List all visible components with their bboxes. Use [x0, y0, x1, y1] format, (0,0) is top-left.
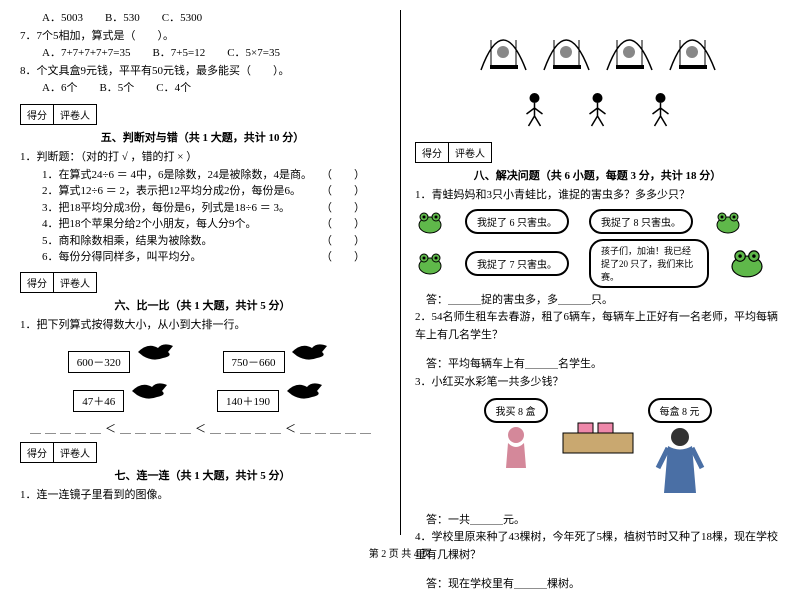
answer-3[interactable]: 答：一共＿＿＿元。: [415, 512, 780, 530]
seller-group: 每盒 8 元: [648, 398, 712, 506]
score-table-7: 得分 评卷人: [20, 442, 97, 463]
q8-options: A．6个 B．5个 C．4个: [20, 80, 385, 98]
q8-1: 1．青蛙妈妈和3只小青蛙比，谁捉的害虫多？多多少只？: [415, 187, 780, 205]
q8-3: 3．小红买水彩笔一共多少钱？: [415, 374, 780, 392]
grader-label: 评卷人: [54, 105, 96, 124]
bird-icon: [282, 377, 332, 405]
judge-4-text: 4．把18个苹果分给2个小朋友，每人分9个。: [20, 216, 257, 233]
bird-icon: [127, 377, 177, 405]
judge-6-text: 6．每份分得同样多，叫平均分。: [20, 249, 202, 266]
speech-bubble-3: 我捉了 7 只害虫。: [465, 251, 569, 276]
answer-2[interactable]: 答：平均每辆车上有＿＿＿名学生。: [415, 356, 780, 374]
judge-3-blank[interactable]: （ ）: [321, 200, 365, 217]
section-6-title: 六、比一比（共 1 大题，共计 5 分）: [20, 297, 385, 313]
judge-5-text: 5．商和除数相乘，结果为被除数。: [20, 233, 213, 250]
sec7-q: 1．连一连镜子里看到的图像。: [20, 487, 385, 505]
q8-text: 8．个文具盒9元钱，平平有50元钱，最多能买（ ）。: [20, 63, 385, 81]
right-column: 得分 评卷人 八、解决问题（共 6 小题，每题 3 分，共计 18 分） 1．青…: [415, 10, 780, 540]
score-table-8: 得分 评卷人: [415, 142, 492, 163]
counter-icon: [558, 398, 638, 458]
compare-blanks[interactable]: ＿＿＿＿＿＜＿＿＿＿＿＜＿＿＿＿＿＜＿＿＿＿＿: [20, 420, 385, 436]
frog-icon: [713, 209, 743, 235]
left-column: A．5003 B．530 C．5300 7．7个5相加，算式是（ ）。 A．7+…: [20, 10, 385, 540]
score-label: 得分: [21, 443, 54, 462]
shop-scene: 我买 8 盒 每盒 8 元: [415, 398, 780, 506]
judge-row-3: 3．把18平均分成3份，每份是6，列式是18÷6 ＝ 3。 （ ）: [20, 200, 385, 217]
bird-item-4: 140＋190: [217, 377, 332, 412]
section-8-title: 八、解决问题（共 6 小题，每题 3 分，共计 18 分）: [415, 167, 780, 183]
frog-icon: [415, 209, 445, 235]
grader-label: 评卷人: [54, 273, 96, 292]
calc-box-4: 140＋190: [217, 390, 279, 412]
judge-4-blank[interactable]: （ ）: [321, 216, 365, 233]
grader-label: 评卷人: [54, 443, 96, 462]
seller-bubble: 每盒 8 元: [648, 398, 712, 423]
swing-icon: [539, 10, 594, 80]
judge-1-text: 1．在算式24÷6 ＝ 4中，6是除数，24是被除数，4是商。: [20, 167, 312, 184]
child-icon: [633, 88, 688, 128]
score-label: 得分: [21, 105, 54, 124]
judge-5-blank[interactable]: （ ）: [321, 233, 365, 250]
calc-box-1: 600－320: [68, 351, 130, 373]
judge-intro: 1．判断题：（对的打 √ ，错的打 × ）: [20, 149, 385, 167]
speech-bubble-1: 我捉了 6 只害虫。: [465, 209, 569, 234]
calc-box-2: 750－660: [223, 351, 285, 373]
q6-options: A．5003 B．530 C．5300: [20, 10, 385, 28]
child-icon: [570, 88, 625, 128]
score-table-5: 得分 评卷人: [20, 104, 97, 125]
calc-box-3: 47＋46: [73, 390, 124, 412]
buyer-bubble: 我买 8 盒: [484, 398, 548, 423]
judge-row-2: 2．算式12÷6 ＝ 2，表示把12平均分成2份，每份是6。 （ ）: [20, 183, 385, 200]
judge-row-1: 1．在算式24÷6 ＝ 4中，6是除数，24是被除数，4是商。 （ ）: [20, 167, 385, 184]
judge-row-5: 5．商和除数相乘，结果为被除数。 （ ）: [20, 233, 385, 250]
swing-children-row: [415, 88, 780, 128]
score-table-6: 得分 评卷人: [20, 272, 97, 293]
answer-4[interactable]: 答：现在学校里有＿＿＿棵树。: [415, 576, 780, 594]
q8-2: 2．54名师生租车去春游，租了6辆车，每辆车上正好有一名老师，平均每辆车上有几名…: [415, 309, 780, 344]
bird-item-2: 750－660: [223, 338, 338, 373]
girl-icon: [496, 423, 536, 478]
judge-row-6: 6．每份分得同样多，叫平均分。 （ ）: [20, 249, 385, 266]
judge-2-blank[interactable]: （ ）: [321, 183, 365, 200]
section-5-title: 五、判断对与错（共 1 大题，共计 10 分）: [20, 129, 385, 145]
judge-2-text: 2．算式12÷6 ＝ 2，表示把12平均分成2份，每份是6。: [20, 183, 301, 200]
buyer-group: 我买 8 盒: [484, 398, 548, 481]
child-icon: [507, 88, 562, 128]
sec6-q: 1．把下列算式按得数大小，从小到大排一行。: [20, 317, 385, 335]
q7-text: 7．7个5相加，算式是（ ）。: [20, 28, 385, 46]
swing-mirror-image: [415, 10, 780, 80]
swing-icon: [476, 10, 531, 80]
speech-bubble-2: 我捉了 8 只害虫。: [589, 209, 693, 234]
frog-row-2: 我捉了 7 只害虫。 孩子们，加油！我已经捉了20 只了，我们来比赛。: [415, 239, 780, 288]
bird-icon: [133, 338, 183, 366]
score-label: 得分: [416, 143, 449, 162]
bird-row-1: 600－320 750－660: [20, 338, 385, 373]
frog-icon: [415, 250, 445, 276]
bird-row-2: 47＋46 140＋190: [20, 377, 385, 412]
bird-item-3: 47＋46: [73, 377, 177, 412]
judge-6-blank[interactable]: （ ）: [321, 249, 365, 266]
judge-row-4: 4．把18个苹果分给2个小朋友，每人分9个。 （ ）: [20, 216, 385, 233]
bird-icon: [287, 338, 337, 366]
grader-label: 评卷人: [449, 143, 491, 162]
column-divider: [400, 10, 401, 535]
judge-3-text: 3．把18平均分成3份，每份是6，列式是18÷6 ＝ 3。: [20, 200, 290, 217]
score-label: 得分: [21, 273, 54, 292]
bird-item-1: 600－320: [68, 338, 183, 373]
swing-icon: [602, 10, 657, 80]
judge-1-blank[interactable]: （ ）: [321, 167, 365, 184]
salesperson-icon: [650, 423, 710, 503]
page-footer: 第 2 页 共 4 页: [0, 545, 800, 560]
frog-row-1: 我捉了 6 只害虫。 我捉了 8 只害虫。: [415, 209, 780, 235]
speech-bubble-4: 孩子们，加油！我已经捉了20 只了，我们来比赛。: [589, 239, 709, 288]
section-7-title: 七、连一连（共 1 大题，共计 5 分）: [20, 467, 385, 483]
swing-icon: [665, 10, 720, 80]
answer-1[interactable]: 答：＿＿＿捉的害虫多，多＿＿＿只。: [415, 292, 780, 310]
q7-options: A．7+7+7+7+7=35 B．7+5=12 C．5×7=35: [20, 45, 385, 63]
frog-mother-icon: [729, 248, 765, 278]
